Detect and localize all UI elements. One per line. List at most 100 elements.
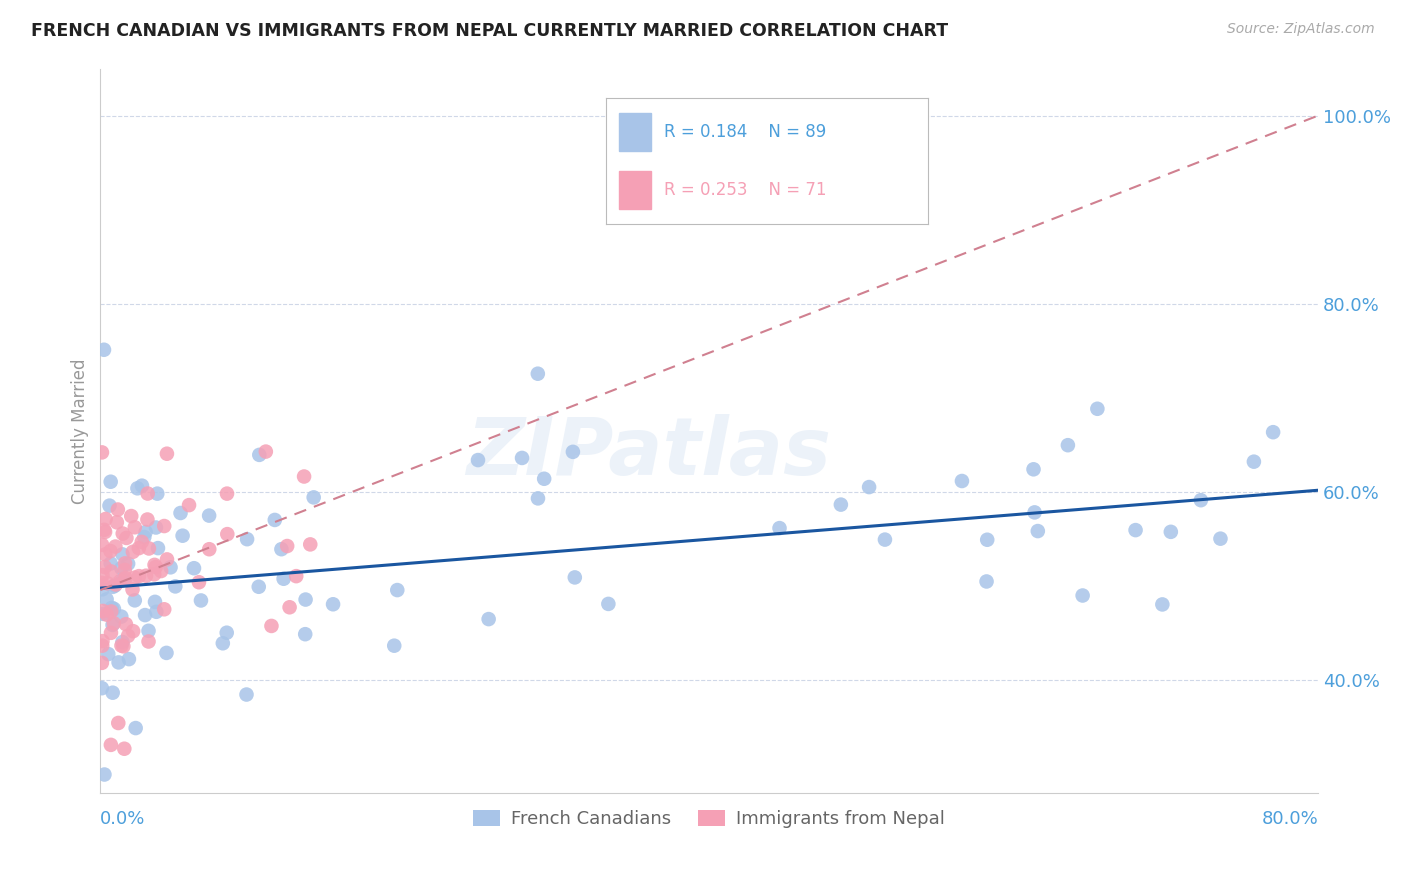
Point <box>146 486 169 500</box>
Point <box>143 558 166 572</box>
Point <box>91 639 114 653</box>
Point <box>117 557 139 571</box>
Text: 80.0%: 80.0% <box>1261 810 1319 829</box>
Point <box>1057 438 1080 452</box>
Point <box>1026 524 1049 538</box>
Point <box>467 453 489 467</box>
Point <box>169 506 191 520</box>
Point <box>124 721 146 735</box>
Point <box>100 625 122 640</box>
Point <box>124 593 146 607</box>
Point <box>91 604 114 618</box>
Point <box>387 583 409 598</box>
Text: ZIPatlas: ZIPatlas <box>465 414 831 491</box>
Point <box>110 609 132 624</box>
Point <box>91 582 114 597</box>
Point <box>121 582 143 597</box>
Point <box>98 499 121 513</box>
Point <box>145 520 167 534</box>
Point <box>190 593 212 607</box>
Point <box>217 527 239 541</box>
Point <box>254 444 277 458</box>
Point <box>1022 462 1045 476</box>
Point <box>94 512 117 526</box>
Point <box>97 647 120 661</box>
Point <box>215 486 238 500</box>
Point <box>1024 505 1046 519</box>
Point <box>110 574 132 588</box>
Point <box>156 552 179 566</box>
Text: 0.0%: 0.0% <box>100 810 146 829</box>
Text: Source: ZipAtlas.com: Source: ZipAtlas.com <box>1227 22 1375 37</box>
Point <box>382 639 405 653</box>
Point <box>172 529 194 543</box>
Point <box>122 624 145 639</box>
Point <box>138 634 160 648</box>
Point <box>302 491 325 505</box>
Point <box>100 557 122 571</box>
Point <box>101 580 124 594</box>
Point <box>145 560 167 574</box>
Point <box>128 541 150 555</box>
Point <box>100 604 122 618</box>
Point <box>112 640 135 654</box>
Point <box>131 535 153 549</box>
Point <box>273 572 295 586</box>
Point <box>198 542 221 557</box>
Point <box>90 575 112 590</box>
Point <box>91 607 114 621</box>
Point <box>976 533 998 547</box>
Point <box>104 577 127 591</box>
Point <box>145 605 167 619</box>
Point <box>1243 455 1265 469</box>
Point <box>101 618 124 632</box>
Point <box>100 475 122 489</box>
Point <box>564 570 586 584</box>
Point <box>285 569 308 583</box>
Point <box>278 600 301 615</box>
Legend: French Canadians, Immigrants from Nepal: French Canadians, Immigrants from Nepal <box>465 802 952 835</box>
Point <box>533 472 555 486</box>
Point <box>94 524 117 539</box>
Point <box>91 445 114 459</box>
Point <box>115 531 138 545</box>
Point <box>143 595 166 609</box>
Point <box>150 564 173 578</box>
Point <box>136 486 159 500</box>
Point <box>235 688 257 702</box>
Point <box>103 616 125 631</box>
Point <box>263 513 285 527</box>
Point <box>90 656 112 670</box>
Point <box>112 741 135 756</box>
Point <box>110 561 132 575</box>
Point <box>146 541 169 555</box>
Point <box>177 498 200 512</box>
Point <box>135 524 157 539</box>
Point <box>768 521 790 535</box>
Point <box>124 520 146 534</box>
Point <box>118 652 141 666</box>
Point <box>260 619 283 633</box>
Point <box>93 343 115 357</box>
Point <box>1125 523 1147 537</box>
Point <box>103 602 125 616</box>
Point <box>91 634 114 648</box>
Point <box>858 480 880 494</box>
Point <box>96 607 118 622</box>
Point <box>114 571 136 585</box>
Point <box>159 560 181 574</box>
Point <box>873 533 896 547</box>
Point <box>165 579 187 593</box>
Point <box>100 565 122 579</box>
Point <box>104 540 127 554</box>
Point <box>198 508 221 523</box>
Point <box>111 526 134 541</box>
Point <box>1152 598 1174 612</box>
Point <box>1160 524 1182 539</box>
Point <box>561 445 583 459</box>
Point <box>211 636 233 650</box>
Point <box>478 612 501 626</box>
Point <box>1261 425 1284 440</box>
Point <box>527 491 550 506</box>
Point <box>114 563 136 577</box>
